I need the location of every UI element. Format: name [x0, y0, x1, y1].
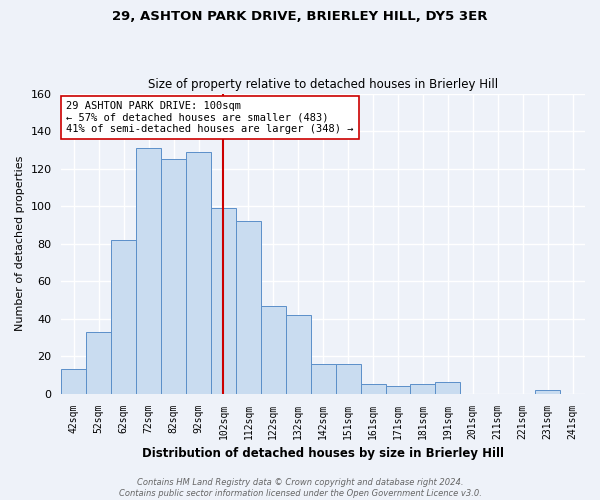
Text: Contains HM Land Registry data © Crown copyright and database right 2024.
Contai: Contains HM Land Registry data © Crown c… [119, 478, 481, 498]
Bar [86, 332, 111, 394]
Bar [410, 384, 436, 394]
Bar [161, 159, 186, 394]
Bar [361, 384, 386, 394]
Bar [61, 370, 86, 394]
Bar [186, 152, 211, 394]
Bar [111, 240, 136, 394]
Bar [386, 386, 410, 394]
Y-axis label: Number of detached properties: Number of detached properties [15, 156, 25, 332]
Title: Size of property relative to detached houses in Brierley Hill: Size of property relative to detached ho… [148, 78, 498, 91]
Bar [436, 382, 460, 394]
Bar [535, 390, 560, 394]
X-axis label: Distribution of detached houses by size in Brierley Hill: Distribution of detached houses by size … [142, 447, 504, 460]
Bar [136, 148, 161, 394]
Bar [286, 315, 311, 394]
Bar [311, 364, 335, 394]
Bar [236, 221, 261, 394]
Bar [335, 364, 361, 394]
Bar [211, 208, 236, 394]
Text: 29 ASHTON PARK DRIVE: 100sqm
← 57% of detached houses are smaller (483)
41% of s: 29 ASHTON PARK DRIVE: 100sqm ← 57% of de… [67, 101, 354, 134]
Bar [261, 306, 286, 394]
Text: 29, ASHTON PARK DRIVE, BRIERLEY HILL, DY5 3ER: 29, ASHTON PARK DRIVE, BRIERLEY HILL, DY… [112, 10, 488, 23]
